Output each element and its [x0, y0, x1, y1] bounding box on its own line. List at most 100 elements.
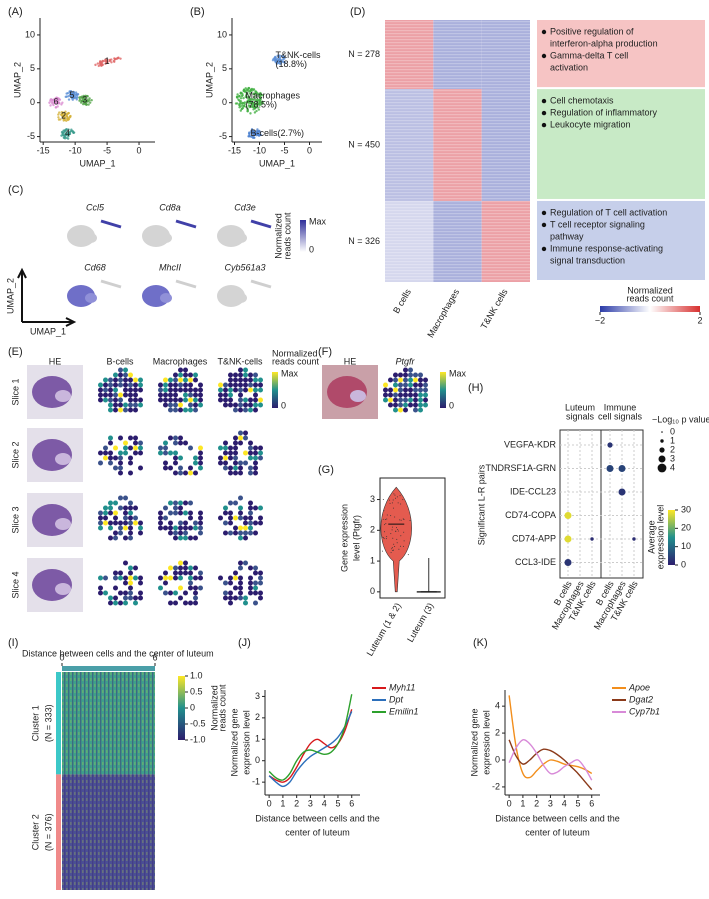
spot	[193, 460, 198, 466]
dot	[564, 559, 572, 566]
colorbar-title: Average	[646, 520, 656, 553]
cell-point	[61, 133, 65, 137]
spot	[128, 570, 133, 576]
series-line	[268, 711, 353, 788]
colorbar-label: 2	[697, 315, 702, 325]
spot	[173, 450, 178, 456]
spot	[188, 535, 193, 541]
spot	[138, 520, 143, 526]
tissue	[350, 390, 366, 402]
spot	[168, 590, 173, 596]
cell-dot	[393, 543, 395, 545]
cell-dot	[395, 530, 397, 532]
spot	[158, 450, 163, 456]
cell-point	[259, 103, 263, 106]
cell-point	[70, 91, 73, 94]
cell-point	[75, 96, 78, 100]
colorbar-title: reads count	[626, 293, 674, 303]
spot	[228, 500, 233, 506]
spot	[253, 600, 258, 606]
y-axis-title: Normalized gene	[229, 708, 239, 776]
cell-point	[71, 129, 74, 133]
spot	[128, 397, 133, 403]
spot	[228, 575, 233, 581]
cell-point	[248, 135, 252, 138]
spot	[123, 595, 128, 601]
spot	[193, 402, 198, 408]
x-tick-label: 4	[322, 798, 327, 808]
spot	[398, 377, 403, 383]
cell-point	[51, 102, 54, 105]
spot	[408, 372, 413, 378]
y-axis-title: expression level	[241, 710, 251, 775]
cell-point	[48, 101, 51, 104]
spot	[188, 445, 193, 451]
colorbar	[440, 372, 446, 408]
spot	[108, 397, 113, 403]
cell-point	[278, 56, 282, 60]
spot	[188, 570, 193, 576]
cell-dot	[390, 533, 392, 535]
spot	[193, 595, 198, 601]
spot	[238, 525, 243, 531]
row-label: Slice 1	[10, 378, 20, 405]
cell-dot	[386, 518, 388, 520]
spot	[158, 387, 163, 393]
cluster-center	[278, 58, 281, 62]
cell-point	[240, 92, 243, 95]
term: interferon-alpha production	[550, 38, 658, 48]
spot	[193, 470, 198, 476]
spot	[233, 500, 238, 506]
spot	[223, 392, 228, 398]
spot	[398, 387, 403, 393]
cell-point	[254, 90, 257, 93]
spot	[253, 520, 258, 526]
spot	[133, 397, 138, 403]
spot	[178, 570, 183, 576]
spot	[388, 392, 393, 398]
cell-dot	[392, 549, 394, 551]
spot	[178, 367, 183, 373]
cell-point	[85, 94, 89, 98]
cell-point	[283, 61, 286, 64]
spot	[163, 377, 168, 383]
spot	[403, 372, 408, 378]
spot	[188, 407, 193, 413]
cell-point	[80, 95, 84, 98]
cluster-center	[54, 101, 58, 105]
spot	[133, 387, 138, 393]
spot	[98, 450, 103, 456]
spot	[98, 520, 103, 526]
spot	[253, 565, 258, 571]
legend-label: Dpt	[389, 694, 404, 704]
spot	[188, 525, 193, 531]
spot	[163, 570, 168, 576]
spot	[128, 565, 133, 571]
cell-point	[114, 58, 117, 61]
spot	[123, 372, 128, 378]
column-label: T&NK-cells	[217, 356, 263, 366]
size-key	[657, 463, 667, 473]
spot	[228, 600, 233, 606]
cell-point	[67, 128, 70, 131]
cell-point	[60, 111, 64, 114]
spot	[243, 515, 248, 521]
spot	[258, 590, 263, 596]
spot	[113, 520, 118, 526]
x-tick-label: -15	[37, 145, 50, 155]
cell-point	[119, 57, 122, 60]
spot	[138, 525, 143, 531]
group-label: Immune	[604, 402, 637, 412]
colorbar	[300, 220, 306, 252]
bullet	[541, 122, 547, 128]
cell-point	[58, 111, 61, 114]
cell-dot	[403, 531, 405, 533]
cell-point	[246, 107, 249, 110]
spot	[253, 585, 258, 591]
spot	[113, 387, 118, 393]
spot	[228, 372, 233, 378]
cell-dot	[395, 527, 397, 529]
spot	[228, 515, 233, 521]
spot	[123, 515, 128, 521]
column-label: T&NK cells	[479, 287, 510, 331]
